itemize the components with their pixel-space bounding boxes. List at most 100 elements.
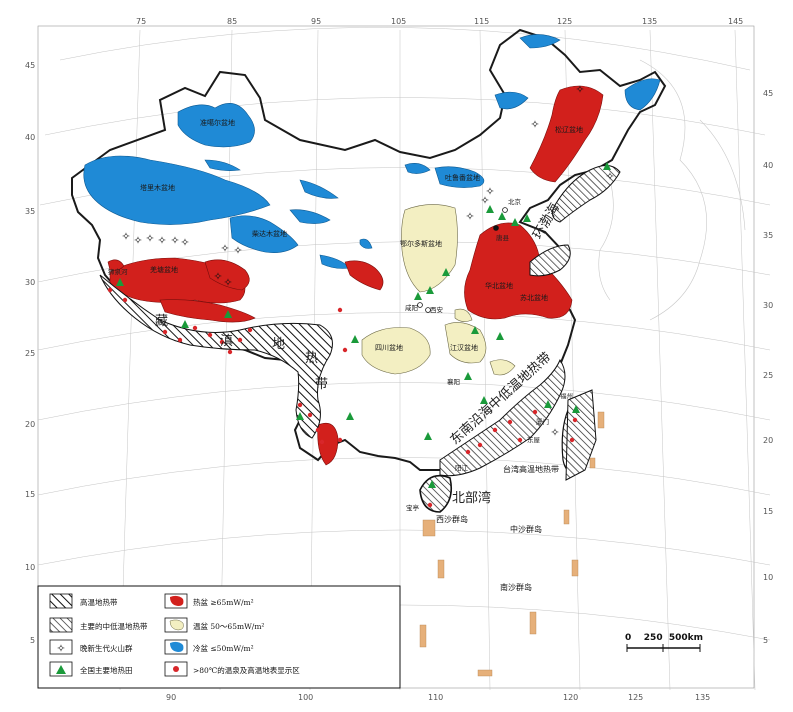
- lat-label: 15: [763, 507, 773, 516]
- volcano-icon: ✧: [605, 170, 614, 183]
- legend-label: 冷盆 ≤50mW/m²: [193, 643, 254, 653]
- basin-label: 华北盆地: [485, 281, 513, 290]
- zone-label: 藏: [155, 314, 168, 329]
- basin-labels: 准噶尔盆地 塔里木盆地 柴达木盆地 吐鲁番盆地 松辽盆地 鄂尔多斯盆地 四川盆地…: [140, 118, 583, 352]
- hot-basin-icon: [170, 595, 184, 606]
- volcano-icon: ✧: [223, 276, 232, 289]
- spring-dot: [162, 329, 168, 335]
- east-coast-belt: [439, 358, 566, 477]
- lat-label: 35: [25, 207, 35, 216]
- lon-label: 90: [166, 693, 176, 702]
- legend: 高温地热带 主要的中低温地热带 ✧ 晚新生代火山群 全国主要地热田 热盆 ≥65…: [37, 585, 401, 689]
- volcano-groups: ✧ ✧ ✧ ✧ ✧ ✧ ✧ ✧ ✧ ✧ ✧ ✧ ✧ ✧ ✧ ✧ ✧: [121, 83, 614, 439]
- songliao-basin: [494, 91, 529, 110]
- songliao-north: [519, 34, 561, 49]
- lat-label: 15: [25, 490, 35, 499]
- warm-basin-icon: [169, 619, 184, 631]
- lat-label: 20: [763, 436, 773, 445]
- lon-label: 75: [136, 17, 146, 26]
- zone-label: 滇: [220, 334, 233, 349]
- lon-label: 100: [298, 693, 313, 702]
- field-triangle: [296, 412, 304, 420]
- spring-dot: [319, 439, 325, 445]
- lon-label: 125: [557, 17, 572, 26]
- field-triangle: [523, 214, 531, 222]
- city-label: 狮泉河: [108, 267, 128, 276]
- lat-label: 5: [763, 636, 768, 645]
- basin-label: 柴达木盆地: [252, 229, 287, 238]
- city-markers: [417, 207, 508, 313]
- basin-label: 鄂尔多斯盆地: [400, 239, 442, 248]
- jianghan-small: [454, 308, 473, 322]
- spring-dot: [227, 349, 233, 355]
- field-triangle: [496, 332, 504, 340]
- right-latitude-labels: 45 40 35 30 25 20 15 10 5: [763, 89, 773, 645]
- city-label: 襄阳: [447, 377, 460, 386]
- island-label: 中沙群岛: [510, 524, 542, 534]
- city-labels: 北京 唐县 西安 咸阳 襄阳 阳江 宝亭 东屋 福州 狮泉河 厦门: [108, 197, 573, 512]
- zone-label: 台湾高温地热带: [503, 464, 559, 474]
- spring-dot: [477, 442, 483, 448]
- hot-basins: [107, 85, 604, 466]
- volcano-icon: ✧: [180, 236, 189, 249]
- volcano-icon: ✧: [213, 270, 222, 283]
- cold-basin-icon: [170, 641, 184, 652]
- spring-dot: [297, 402, 303, 408]
- lat-label: 45: [25, 61, 35, 70]
- field-triangle: [464, 372, 472, 380]
- field-triangle: [603, 162, 611, 170]
- field-triangle: [480, 396, 488, 404]
- lon-label: 125: [628, 693, 643, 702]
- spring-dot: [307, 412, 313, 418]
- left-latitude-labels: 45 40 35 30 25 20 15 10 5: [25, 61, 35, 645]
- basin-label: 苏北盆地: [520, 293, 548, 302]
- volcano-icon: ✧: [465, 210, 474, 223]
- city-label: 咸阳: [405, 303, 418, 312]
- ordos-basin: [401, 204, 458, 293]
- lat-label: 20: [25, 420, 35, 429]
- legend-label: 晚新生代火山群: [80, 643, 133, 653]
- qaidam-red: [344, 260, 384, 291]
- basin-label: 四川盆地: [375, 343, 403, 352]
- basin-label: 吐鲁番盆地: [445, 173, 480, 182]
- zone-label: 北部湾: [452, 490, 491, 506]
- field-triangle: [181, 320, 189, 328]
- blue-strip-5: [204, 159, 241, 171]
- basin-label: 塔里木盆地: [140, 183, 175, 192]
- spring-dot: [237, 337, 243, 343]
- zone-label: 地: [272, 337, 285, 352]
- cold-basins: [83, 34, 661, 269]
- volcano-icon: ✧: [480, 194, 489, 207]
- lat-label: 40: [25, 133, 35, 142]
- city-dot: [502, 207, 508, 213]
- city-label: 北京: [508, 197, 522, 206]
- city-label: 厦门: [536, 417, 549, 426]
- lat-label: 5: [30, 636, 35, 645]
- field-triangle: [471, 326, 479, 334]
- city-label: 唐县: [496, 233, 510, 242]
- tibet-yunnan-belt: [99, 274, 333, 439]
- lat-label: 10: [25, 563, 35, 572]
- volcano-icon: ✧: [157, 234, 166, 247]
- songliao-red: [529, 85, 604, 183]
- field-triangle: [511, 218, 519, 226]
- field-triangle: [351, 335, 359, 343]
- lat-label: 40: [763, 161, 773, 170]
- spring-dot: [192, 325, 198, 331]
- sea-boundary-dashes: [419, 411, 605, 677]
- geothermal-fields: [116, 162, 611, 488]
- legend-label: 温盆 50～65mW/m²: [193, 621, 264, 631]
- field-triangle: [414, 292, 422, 300]
- bohai-belt: [551, 165, 621, 223]
- spring-dot: [572, 417, 578, 423]
- spring-dot: [247, 327, 253, 333]
- spring-dot: [207, 332, 213, 338]
- spring-dot: [122, 297, 128, 303]
- city-label: 东屋: [527, 435, 541, 444]
- hainan-outline: [419, 474, 453, 513]
- lon-label: 105: [391, 17, 406, 26]
- island-label: 南沙群岛: [500, 582, 532, 592]
- legend-label: 主要的中低温地热带: [80, 621, 148, 631]
- spring-dot: [315, 427, 321, 433]
- spring-dot: [173, 666, 179, 672]
